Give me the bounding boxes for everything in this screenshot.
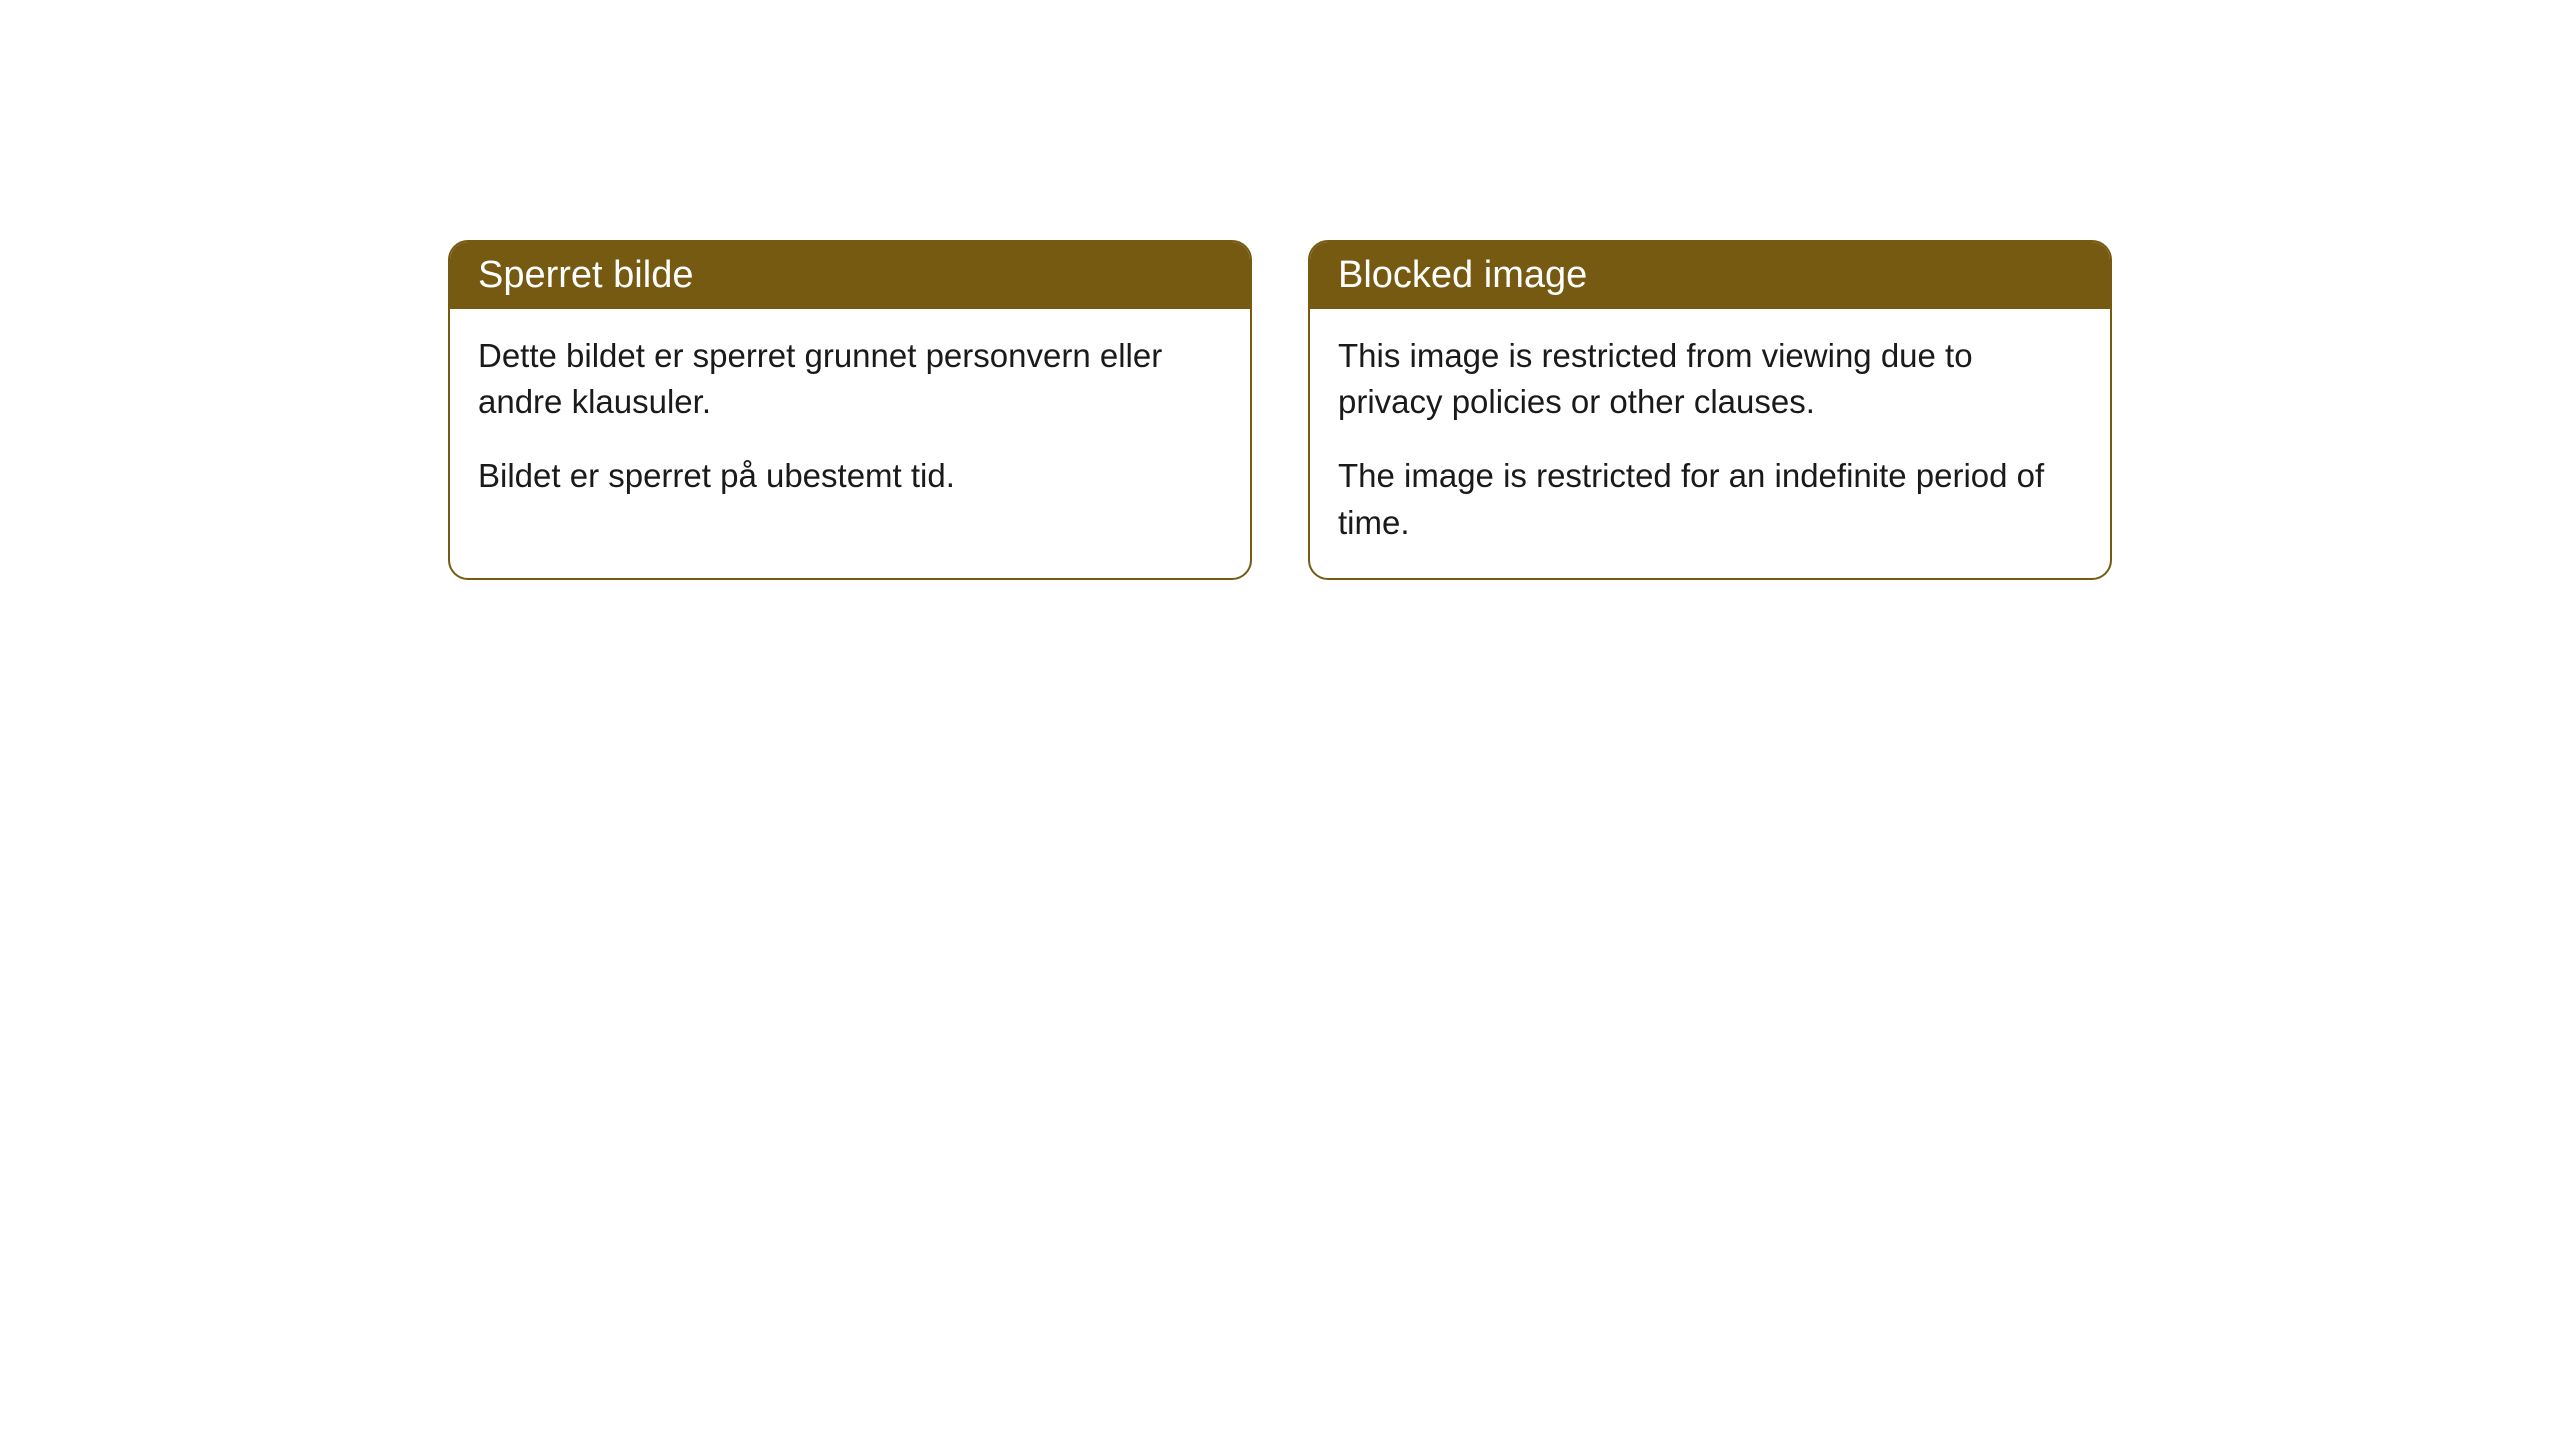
card-paragraph: The image is restricted for an indefinit… xyxy=(1338,453,2082,545)
card-body: Dette bildet er sperret grunnet personve… xyxy=(450,309,1250,532)
notice-container: Sperret bilde Dette bildet er sperret gr… xyxy=(0,0,2560,580)
blocked-image-card-no: Sperret bilde Dette bildet er sperret gr… xyxy=(448,240,1252,580)
card-header: Sperret bilde xyxy=(450,242,1250,309)
card-paragraph: Bildet er sperret på ubestemt tid. xyxy=(478,453,1222,499)
card-paragraph: This image is restricted from viewing du… xyxy=(1338,333,2082,425)
card-body: This image is restricted from viewing du… xyxy=(1310,309,2110,578)
card-header: Blocked image xyxy=(1310,242,2110,309)
card-paragraph: Dette bildet er sperret grunnet personve… xyxy=(478,333,1222,425)
blocked-image-card-en: Blocked image This image is restricted f… xyxy=(1308,240,2112,580)
